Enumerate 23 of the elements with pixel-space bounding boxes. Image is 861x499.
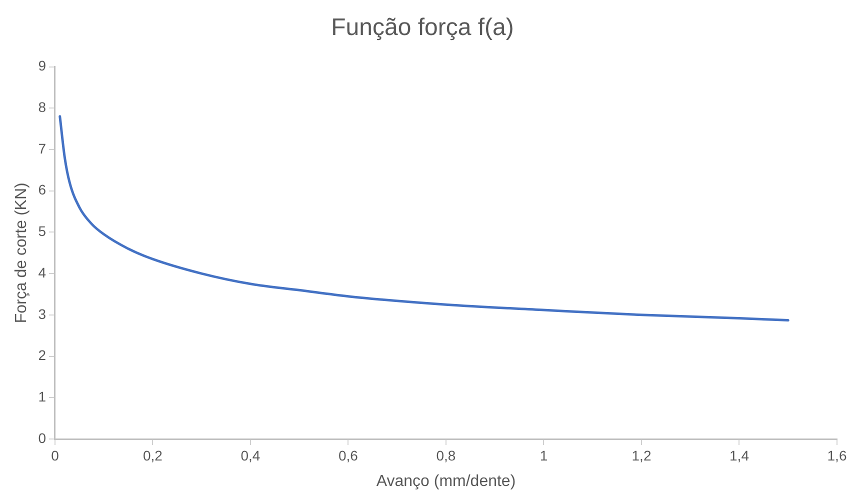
x-tick-label: 0 — [51, 447, 60, 464]
x-tick-label: 1,4 — [730, 447, 750, 464]
y-tick-label: 9 — [38, 58, 46, 74]
y-tick-label: 1 — [38, 388, 46, 405]
x-tick-label: 0,6 — [338, 447, 358, 464]
chart-title: Função força f(a) — [331, 14, 514, 42]
y-tick-label: 8 — [38, 99, 46, 116]
y-tick-label: 5 — [38, 223, 46, 240]
y-tick-label: 4 — [38, 264, 46, 280]
y-tick-label: 7 — [38, 140, 46, 156]
y-tick-label: 0 — [38, 430, 46, 446]
y-tick-label: 2 — [38, 347, 46, 364]
y-tick-label: 3 — [38, 306, 46, 322]
x-tick-label: 1,6 — [827, 447, 847, 464]
y-axis-title: Força de corte (KN) — [13, 182, 30, 324]
x-tick-label: 0,4 — [240, 447, 260, 464]
x-tick-label: 0,8 — [436, 447, 456, 464]
line-series — [58, 115, 790, 322]
y-tick-label: 6 — [38, 182, 46, 198]
x-tick-label: 1 — [540, 447, 548, 464]
x-tick-label: 1,2 — [632, 447, 652, 464]
x-axis-title: Avanço (mm/dente) — [376, 472, 516, 490]
x-tick-label: 0,2 — [143, 447, 163, 464]
